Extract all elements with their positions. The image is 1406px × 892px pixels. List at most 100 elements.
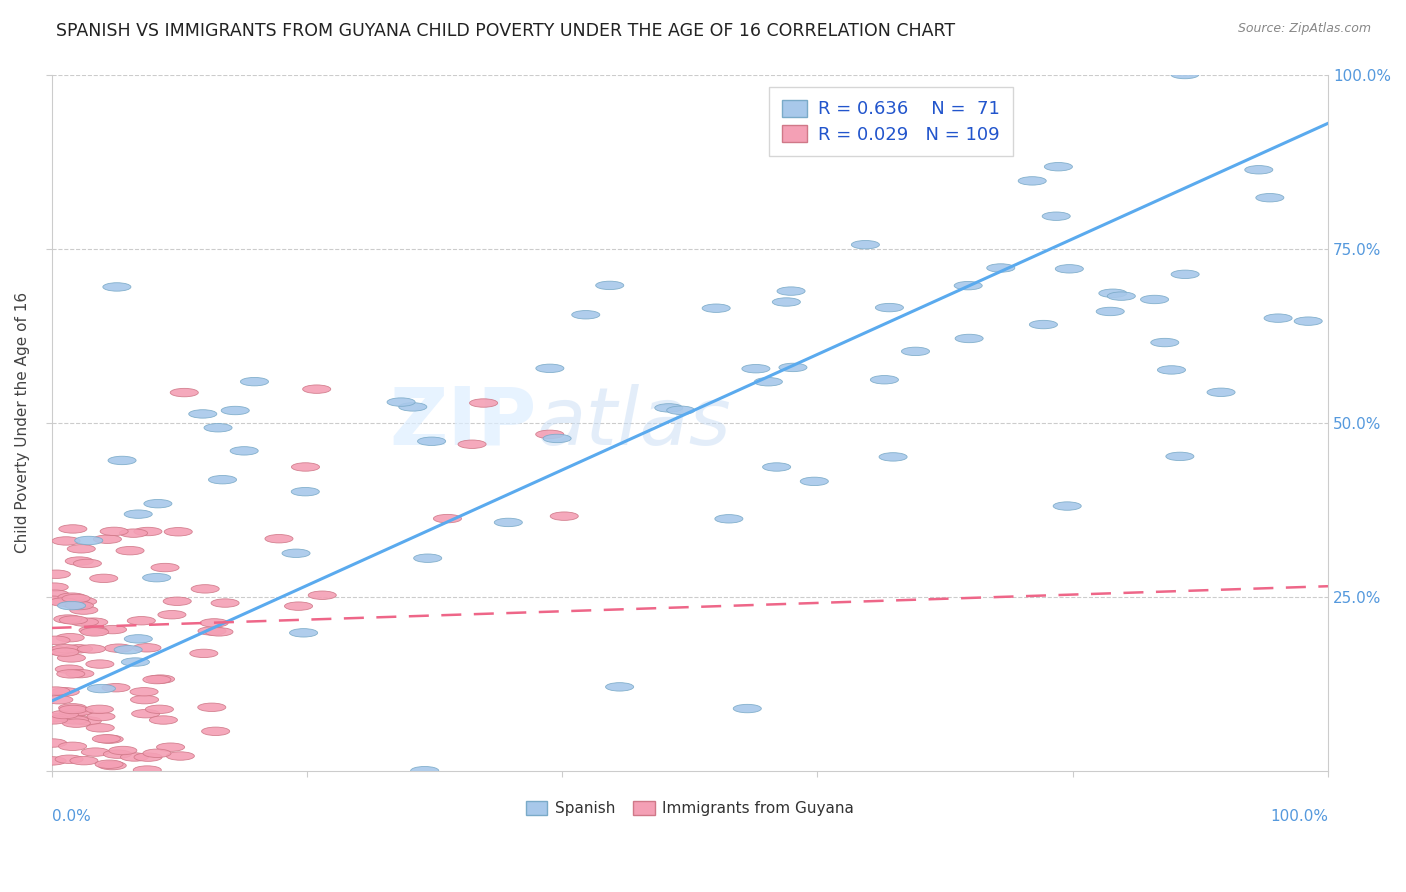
Ellipse shape [103,683,129,692]
Ellipse shape [198,703,226,712]
Ellipse shape [39,739,67,747]
Ellipse shape [121,657,149,666]
Ellipse shape [536,364,564,373]
Ellipse shape [870,376,898,384]
Ellipse shape [59,524,87,533]
Ellipse shape [1264,314,1292,322]
Ellipse shape [108,747,136,755]
Ellipse shape [59,709,87,717]
Ellipse shape [80,628,108,636]
Ellipse shape [59,615,87,624]
Ellipse shape [702,304,730,312]
Ellipse shape [70,618,98,626]
Ellipse shape [191,584,219,593]
Ellipse shape [41,582,69,591]
Ellipse shape [150,564,179,572]
Ellipse shape [42,636,70,645]
Ellipse shape [51,688,79,696]
Ellipse shape [666,406,695,415]
Ellipse shape [166,752,194,760]
Ellipse shape [240,377,269,386]
Ellipse shape [59,706,87,714]
Ellipse shape [308,591,336,599]
Ellipse shape [543,434,571,442]
Ellipse shape [411,766,439,775]
Ellipse shape [284,602,312,610]
Ellipse shape [1256,194,1284,202]
Text: ZIP: ZIP [389,384,537,462]
Ellipse shape [82,747,110,756]
Ellipse shape [52,537,80,545]
Ellipse shape [39,596,67,605]
Ellipse shape [124,510,152,518]
Ellipse shape [87,684,115,693]
Ellipse shape [143,675,172,684]
Ellipse shape [70,756,98,764]
Ellipse shape [190,649,218,657]
Ellipse shape [134,644,162,652]
Ellipse shape [762,463,790,471]
Ellipse shape [987,264,1015,272]
Ellipse shape [399,402,427,411]
Ellipse shape [1053,502,1081,510]
Ellipse shape [291,487,319,496]
Ellipse shape [145,705,173,714]
Ellipse shape [114,646,142,654]
Ellipse shape [779,363,807,372]
Ellipse shape [49,598,77,607]
Y-axis label: Child Poverty Under the Age of 16: Child Poverty Under the Age of 16 [15,292,30,553]
Ellipse shape [800,477,828,485]
Ellipse shape [69,598,97,606]
Ellipse shape [87,713,115,721]
Ellipse shape [1042,212,1070,220]
Ellipse shape [772,298,800,306]
Ellipse shape [291,463,319,471]
Text: 100.0%: 100.0% [1270,809,1329,824]
Ellipse shape [572,310,600,319]
Ellipse shape [149,715,177,724]
Ellipse shape [550,512,578,520]
Ellipse shape [734,705,761,713]
Ellipse shape [73,716,101,725]
Ellipse shape [198,627,226,635]
Text: atlas: atlas [537,384,731,462]
Ellipse shape [59,704,87,712]
Ellipse shape [655,404,683,412]
Ellipse shape [170,388,198,397]
Ellipse shape [128,616,155,625]
Ellipse shape [536,430,564,439]
Ellipse shape [879,452,907,461]
Ellipse shape [39,714,67,722]
Ellipse shape [51,648,79,657]
Ellipse shape [70,606,98,615]
Ellipse shape [264,534,292,543]
Ellipse shape [201,727,229,736]
Ellipse shape [1045,162,1073,171]
Ellipse shape [115,547,143,555]
Ellipse shape [42,570,70,578]
Ellipse shape [142,574,170,582]
Ellipse shape [208,475,236,483]
Ellipse shape [86,660,114,668]
Ellipse shape [132,709,160,718]
Ellipse shape [714,515,742,523]
Ellipse shape [93,735,121,743]
Ellipse shape [1166,452,1194,460]
Ellipse shape [62,594,90,603]
Ellipse shape [1150,338,1178,347]
Ellipse shape [200,619,228,627]
Ellipse shape [165,527,193,536]
Ellipse shape [205,628,233,636]
Ellipse shape [1171,70,1199,78]
Ellipse shape [157,610,186,619]
Ellipse shape [93,535,121,543]
Ellipse shape [120,529,148,537]
Ellipse shape [876,303,904,312]
Legend: Spanish, Immigrants from Guyana: Spanish, Immigrants from Guyana [519,795,860,822]
Ellipse shape [56,633,84,642]
Ellipse shape [1099,289,1126,297]
Ellipse shape [38,756,66,765]
Ellipse shape [204,424,232,432]
Ellipse shape [80,618,108,626]
Ellipse shape [98,762,127,770]
